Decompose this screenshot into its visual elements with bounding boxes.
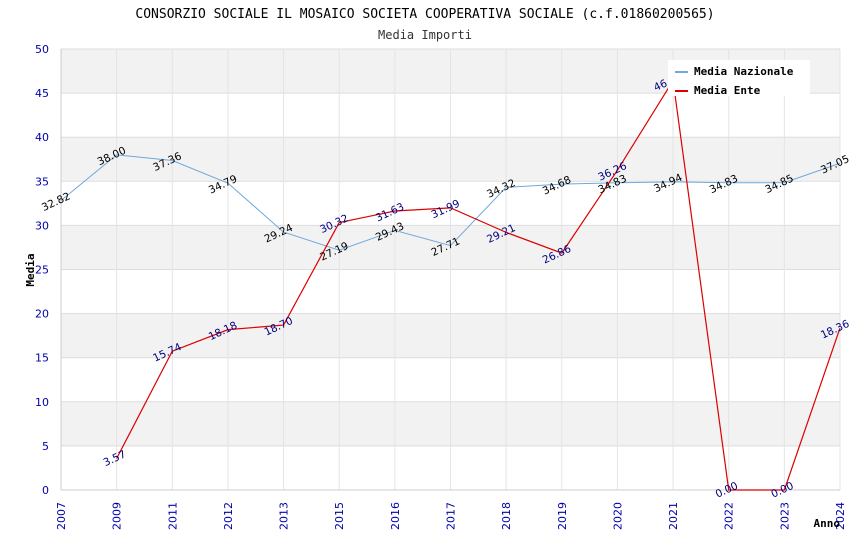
y-tick-label: 30 <box>35 219 49 232</box>
chart-subtitle: Media Importi <box>378 28 472 42</box>
legend-box <box>668 60 810 96</box>
legend-label-ente: Media Ente <box>694 84 761 97</box>
grid-lines <box>60 48 841 491</box>
y-tick-label: 15 <box>35 352 49 365</box>
y-tick-label: 50 <box>35 43 49 56</box>
x-tick-label: 2018 <box>500 502 513 530</box>
data-label: 32.82 <box>40 190 72 214</box>
x-tick-label: 2023 <box>778 502 791 530</box>
y-tick-label: 5 <box>42 440 49 453</box>
y-axis-ticks: 0 5 10 15 20 25 30 35 40 45 50 <box>35 43 49 497</box>
x-tick-label: 2019 <box>556 502 569 530</box>
x-tick-label: 2016 <box>389 502 402 530</box>
series-group <box>60 78 841 491</box>
x-axis-ticks: 2007 2009 2011 2012 2013 2015 2016 2017 2018 2019… <box>55 502 847 530</box>
x-tick-label: 2024 <box>834 502 847 530</box>
series-line-ente <box>116 78 841 491</box>
x-tick-label: 2007 <box>55 502 68 530</box>
y-tick-label: 0 <box>42 484 49 497</box>
y-tick-label: 40 <box>35 131 49 144</box>
x-tick-label: 2017 <box>445 502 458 530</box>
x-tick-label: 2022 <box>723 502 736 530</box>
data-label: 0.00 <box>769 480 795 501</box>
data-label: 3.57 <box>102 448 128 469</box>
y-tick-label: 45 <box>35 87 49 100</box>
x-tick-label: 2020 <box>611 502 624 530</box>
x-tick-label: 2015 <box>333 502 346 530</box>
y-tick-label: 35 <box>35 175 49 188</box>
y-tick-label: 10 <box>35 396 49 409</box>
x-tick-label: 2021 <box>667 502 680 530</box>
data-label: 31.99 <box>429 198 461 222</box>
y-tick-label: 25 <box>35 264 49 277</box>
x-tick-label: 2011 <box>166 502 179 530</box>
x-tick-label: 2013 <box>278 502 291 530</box>
y-axis-label: Media <box>24 253 37 286</box>
chart-title: CONSORZIO SOCIALE IL MOSAICO SOCIETA COO… <box>135 7 714 22</box>
x-tick-label: 2012 <box>222 502 235 530</box>
legend-label-nazionale: Media Nazionale <box>694 65 794 78</box>
y-tick-label: 20 <box>35 308 49 321</box>
data-label: 0.00 <box>714 480 740 501</box>
series-line-nazionale <box>60 154 841 251</box>
legend: Media Nazionale Media Ente <box>668 60 810 97</box>
x-tick-label: 2009 <box>111 502 124 530</box>
x-axis-label: Anno <box>814 517 841 530</box>
